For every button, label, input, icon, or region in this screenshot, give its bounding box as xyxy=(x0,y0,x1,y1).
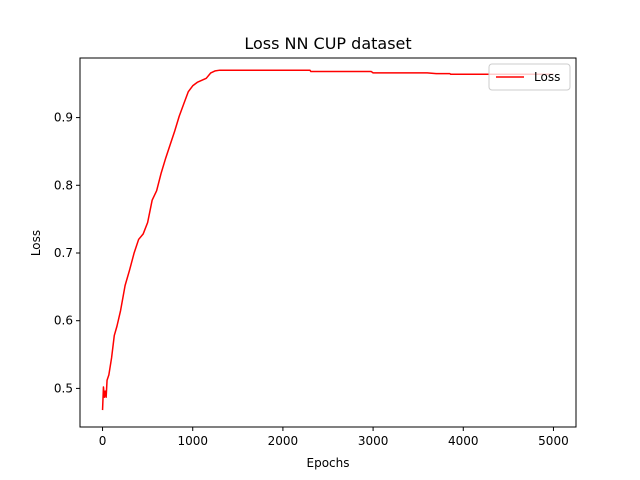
series-line-loss xyxy=(101,69,554,411)
x-tick-label: 2000 xyxy=(268,434,299,448)
y-tick-label: 0.8 xyxy=(54,178,73,192)
plot-area xyxy=(80,58,576,427)
x-tick-label: 3000 xyxy=(358,434,389,448)
legend-label-loss: Loss xyxy=(534,70,560,84)
x-tick-label: 5000 xyxy=(538,434,569,448)
y-tick-label: 0.7 xyxy=(54,246,73,260)
y-tick-label: 0.6 xyxy=(54,314,73,328)
x-axis-ticks: 0 1000 2000 3000 4000 5000 xyxy=(99,427,569,448)
legend: Loss xyxy=(488,63,571,91)
series-layer xyxy=(101,69,554,411)
plot-frame xyxy=(79,57,577,428)
legend-box xyxy=(488,63,571,91)
x-tick-label: 4000 xyxy=(448,434,479,448)
x-tick-label: 1000 xyxy=(177,434,208,448)
chart-title: Loss NN CUP dataset xyxy=(244,34,411,53)
y-tick-label: 0.9 xyxy=(54,111,73,125)
y-axis-label: Loss xyxy=(29,230,43,256)
y-tick-label: 0.5 xyxy=(54,381,73,395)
x-tick-label: 0 xyxy=(99,434,107,448)
x-axis-label: Epochs xyxy=(307,456,350,470)
y-axis-ticks: 0.5 0.6 0.7 0.8 0.9 xyxy=(54,111,80,395)
